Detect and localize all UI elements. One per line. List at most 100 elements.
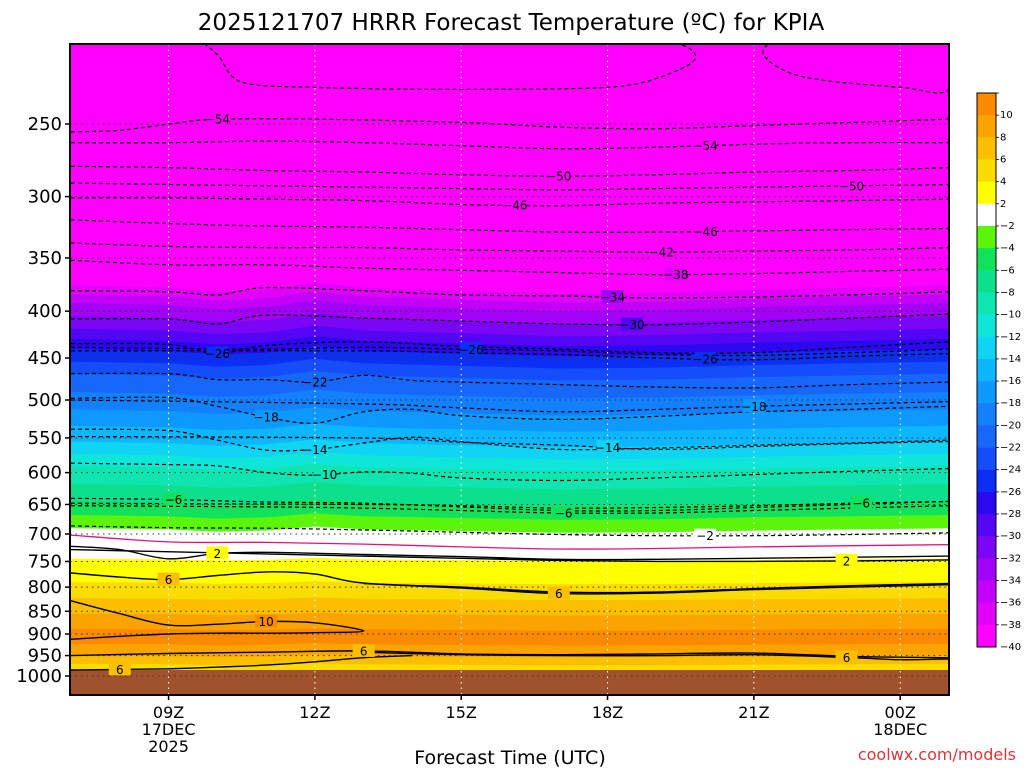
- contour-line: [70, 286, 949, 299]
- fill-band: [71, 455, 949, 469]
- contour-line: [70, 650, 949, 659]
- contour-line: [70, 396, 949, 424]
- fill-band: [71, 517, 949, 530]
- colorbar-swatch: [977, 314, 996, 338]
- x-tick-label: 17DEC: [142, 720, 196, 739]
- colorbar-swatch: [977, 181, 996, 205]
- contour-line: [70, 350, 949, 361]
- contour-label: −26: [205, 347, 230, 361]
- colorbar-label: −2: [1000, 221, 1015, 232]
- colorbar-frame: [976, 92, 997, 648]
- fill-band: [71, 300, 949, 317]
- contour-line: [70, 462, 949, 482]
- fill-band: [71, 264, 949, 282]
- colorbar-swatch: [977, 225, 996, 249]
- fill-band: [71, 313, 949, 329]
- x-tick-label: 12Z: [299, 703, 330, 722]
- contour-label-bg: [255, 410, 278, 424]
- contour-label-bg: [650, 245, 673, 259]
- contour-label: −26: [458, 343, 483, 357]
- fill-band: [71, 562, 949, 570]
- contour-line: [70, 428, 949, 452]
- fill-band: [71, 401, 949, 417]
- contour-label: −6: [852, 497, 870, 511]
- freezing-line: [70, 534, 949, 550]
- y-tick-label: 350: [28, 248, 62, 269]
- contour-label: 6: [360, 644, 368, 658]
- contour-line: [70, 505, 949, 514]
- contour-line: [363, 651, 949, 661]
- colorbar-swatch: [977, 602, 996, 626]
- contour-line: [70, 197, 949, 207]
- contour-label: 6: [843, 651, 851, 665]
- y-tick-label: 250: [28, 114, 62, 135]
- contour-label-bg: [108, 662, 131, 676]
- contour-label-bg: [742, 399, 765, 413]
- contour-label-bg: [835, 553, 858, 567]
- contour-label-bg: [694, 138, 717, 152]
- y-tick-label: 750: [28, 551, 62, 572]
- fill-band: [71, 482, 949, 496]
- fill-band: [71, 407, 949, 422]
- colorbar-swatch: [977, 403, 996, 426]
- y-tick-label: 400: [28, 301, 62, 322]
- y-tick-label: 1000: [16, 666, 62, 687]
- contour-label-bg: [157, 572, 180, 586]
- contour-label: −14: [302, 443, 327, 457]
- colorbar-swatch: [977, 536, 996, 559]
- colorbar-label: −32: [1000, 553, 1021, 564]
- x-tick-label: 18Z: [592, 703, 623, 722]
- y-tick-label: 600: [28, 463, 62, 484]
- contour-label: −26: [692, 352, 717, 366]
- fill-band: [71, 463, 949, 479]
- fill-band: [71, 508, 949, 521]
- contour-label-bg: [206, 546, 229, 560]
- contour-label: 6: [165, 573, 173, 587]
- fill-band: [71, 418, 949, 433]
- contour-label-bg: [255, 614, 278, 628]
- contour-line: [70, 545, 949, 561]
- y-tick-label: 650: [28, 494, 62, 515]
- contour-label-bg: [162, 492, 185, 506]
- contour-label: −54: [205, 113, 230, 127]
- fill-band: [71, 321, 949, 337]
- fill-band: [71, 363, 949, 378]
- colorbar-label: −24: [1000, 465, 1021, 476]
- contour-label: −10: [312, 468, 337, 482]
- fill-band: [71, 439, 949, 453]
- colorbar-label: −14: [1000, 354, 1021, 365]
- contour-label: 10: [258, 615, 273, 629]
- colorbar-label: −40: [1000, 642, 1021, 653]
- colorbar-swatch: [977, 514, 996, 537]
- contour-line: [70, 242, 949, 253]
- fill-band: [71, 350, 949, 366]
- contour-label: −14: [595, 441, 620, 455]
- colorbar-swatch: [977, 580, 996, 603]
- colorbar-label: −4: [1000, 243, 1015, 254]
- contour-label-bg: [694, 351, 717, 365]
- contour-label-bg: [303, 442, 326, 456]
- fill-band: [71, 412, 949, 428]
- x-tick-label: 18DEC: [873, 720, 927, 739]
- y-axis: 2503003504004505005506006507007508008509…: [16, 114, 70, 687]
- colorbar-swatch: [977, 336, 996, 360]
- fill-band: [71, 389, 949, 405]
- fill-band: [71, 447, 949, 461]
- credit-text: coolwx.com/models: [858, 745, 1016, 764]
- contour-label-bg: [503, 198, 526, 212]
- colorbar-label: 2: [1000, 199, 1006, 210]
- colorbar-label: −26: [1000, 487, 1021, 498]
- fill-band: [71, 513, 949, 525]
- contour-label-bg: [352, 643, 375, 657]
- colorbar-label: −34: [1000, 576, 1021, 587]
- colorbar-label: −38: [1000, 620, 1021, 631]
- fill-band: [71, 488, 949, 502]
- x-tick-label: 09Z: [153, 703, 184, 722]
- y-tick-label: 450: [28, 348, 62, 369]
- x-tick-label: 15Z: [446, 703, 477, 722]
- fill-band: [71, 371, 949, 388]
- contour-label-bg: [664, 267, 687, 281]
- contour-label: −50: [546, 170, 571, 184]
- contour-label: −22: [302, 376, 327, 390]
- fill-band: [71, 573, 949, 582]
